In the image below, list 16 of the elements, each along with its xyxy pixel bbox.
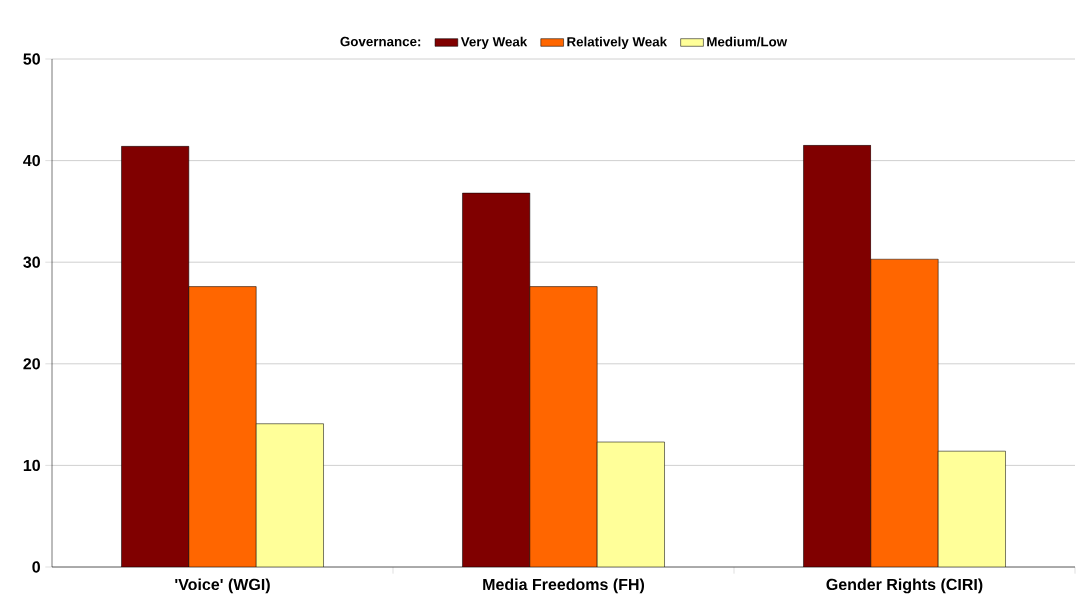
y-tick-label: 20	[23, 358, 40, 370]
x-tick-label: Gender Rights (CIRI)	[826, 578, 983, 594]
y-tick-label: 0	[32, 561, 40, 573]
legend-title: Governance:	[340, 36, 421, 47]
y-tick-label: 40	[23, 154, 40, 167]
bar	[870, 258, 939, 567]
legend-label: Medium/Low	[707, 36, 788, 47]
legend-label: Very Weak	[460, 36, 528, 50]
x-tick-label: 'Voice' (WGI)	[175, 578, 270, 594]
bar	[188, 286, 257, 567]
y-tick-label: 50	[23, 53, 40, 65]
x-tick-label: Media Freedoms (FH)	[483, 578, 645, 594]
legend-label: Relatively Weak	[567, 36, 668, 50]
bar	[529, 286, 598, 567]
y-tick-label: 30	[23, 256, 40, 268]
y-tick-label: 10	[23, 459, 40, 472]
